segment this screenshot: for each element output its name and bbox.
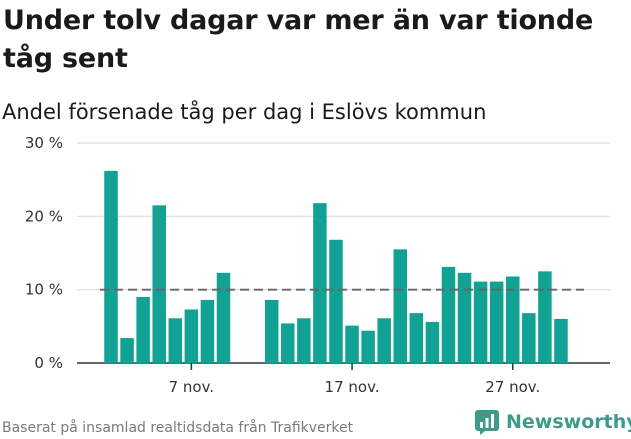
y-tick-label: 10 %	[25, 281, 63, 299]
x-tick-label: 17 nov.	[325, 378, 380, 396]
y-tick-label: 20 %	[25, 207, 63, 225]
bar	[457, 272, 472, 363]
bar	[409, 313, 424, 363]
bar	[393, 249, 408, 363]
x-tick-label: 7 nov.	[169, 378, 214, 396]
bar	[473, 281, 488, 363]
bar	[297, 318, 311, 363]
bar	[168, 318, 183, 363]
bar	[361, 330, 375, 363]
y-axis-ticks: 0 % 10 % 20 % 30 %	[25, 134, 63, 372]
brand-name: Newsworthy	[506, 411, 631, 433]
x-tick-label: 27 nov.	[485, 378, 540, 396]
bars	[104, 170, 568, 363]
bar	[120, 338, 134, 363]
chart-subtitle: Andel försenade tåg per dag i Eslövs kom…	[2, 100, 487, 124]
chart-title: Under tolv dagar var mer än var tionde t…	[3, 5, 594, 74]
source-note: Baserat på insamlad realtidsdata från Tr…	[2, 420, 354, 436]
bar	[104, 170, 118, 363]
bar	[538, 271, 552, 363]
bar	[264, 299, 279, 363]
bar	[489, 281, 504, 363]
bar	[425, 321, 440, 363]
bar-chart: 0 % 10 % 20 % 30 % 7 nov. 17 nov. 27 nov.	[25, 134, 610, 396]
bar	[522, 313, 536, 363]
x-axis-ticks: 7 nov. 17 nov. 27 nov.	[169, 363, 540, 396]
bar	[136, 297, 150, 363]
bar	[554, 319, 568, 363]
bar	[152, 205, 166, 363]
bar	[200, 299, 215, 363]
bar	[216, 272, 231, 363]
newsworthy-logo-icon	[475, 410, 499, 435]
bar	[184, 309, 199, 363]
bar	[506, 276, 520, 363]
bar	[281, 323, 295, 363]
bar	[377, 318, 391, 363]
bar	[345, 325, 359, 363]
brand-logo[interactable]: Newsworthy	[474, 407, 631, 437]
bar	[313, 203, 327, 363]
y-tick-label: 0 %	[34, 354, 63, 372]
y-tick-label: 30 %	[25, 134, 63, 152]
bar	[441, 266, 456, 363]
bar	[329, 239, 343, 363]
